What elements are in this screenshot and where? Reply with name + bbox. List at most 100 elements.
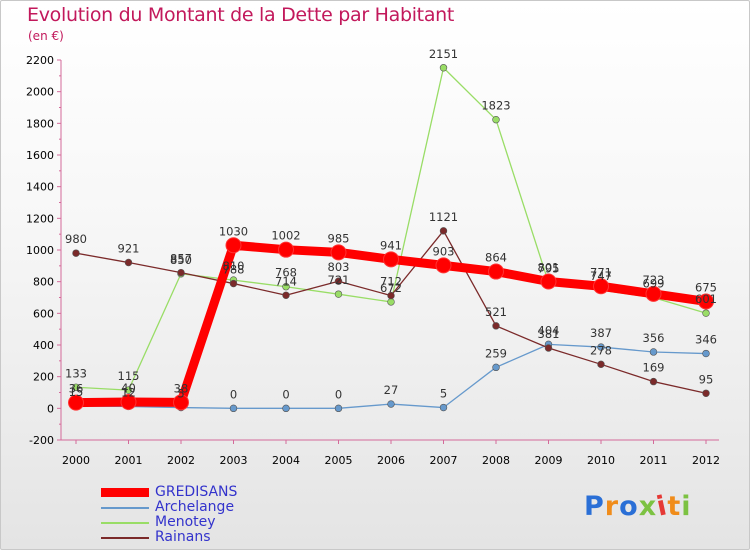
data-label-rainans: 788 xyxy=(223,263,245,277)
data-label-rainans: 803 xyxy=(328,260,350,274)
data-label-rainans: 381 xyxy=(538,327,560,341)
data-point-rainans xyxy=(702,389,710,397)
y-tick-label: 1200 xyxy=(26,212,54,225)
data-point-gredisans xyxy=(593,278,609,295)
data-label-archelange: 12 xyxy=(121,385,136,399)
data-label-menotey: 721 xyxy=(328,273,350,287)
data-point-rainans xyxy=(177,268,185,277)
y-tick-label: 400 xyxy=(33,339,54,352)
data-point-rainans xyxy=(492,322,500,330)
data-label-archelange: 259 xyxy=(485,346,507,360)
y-tick-label: 1000 xyxy=(26,244,54,257)
data-point-menotey xyxy=(334,290,343,298)
data-label-archelange: 27 xyxy=(384,383,399,397)
data-label-archelange: 0 xyxy=(282,387,289,401)
data-point-archelange xyxy=(282,404,290,413)
data-point-menotey xyxy=(702,309,710,317)
data-point-gredisans xyxy=(698,293,714,310)
chart-title: Evolution du Montant de la Dette par Hab… xyxy=(27,4,455,26)
data-point-rainans xyxy=(387,291,395,300)
data-point-rainans xyxy=(544,344,553,352)
data-label-gredisans: 985 xyxy=(328,231,350,245)
data-label-archelange: 387 xyxy=(590,326,612,340)
data-label-archelange: 5 xyxy=(440,387,447,401)
data-point-gredisans xyxy=(645,285,662,302)
data-label-rainans: 714 xyxy=(275,274,297,288)
legend-swatch xyxy=(101,537,149,539)
x-tick-label: 2004 xyxy=(272,454,300,467)
data-label-archelange: 0 xyxy=(230,387,237,401)
data-label-menotey: 795 xyxy=(538,261,560,275)
data-label-menotey: 768 xyxy=(275,266,297,280)
data-label-menotey: 850 xyxy=(170,253,192,267)
y-tick-label: 800 xyxy=(33,276,54,289)
data-label-menotey: 810 xyxy=(223,259,245,273)
data-label-archelange: 346 xyxy=(695,333,717,347)
data-label-menotey: 2151 xyxy=(429,47,458,61)
data-label-gredisans: 941 xyxy=(380,238,402,252)
data-label-rainans: 857 xyxy=(170,252,192,266)
data-label-menotey: 747 xyxy=(590,269,612,283)
data-point-rainans xyxy=(72,249,80,257)
data-label-rainans: 521 xyxy=(485,305,507,319)
data-point-menotey xyxy=(492,115,500,124)
data-label-archelange: 356 xyxy=(643,331,665,345)
data-point-gredisans xyxy=(173,394,189,411)
data-point-archelange xyxy=(492,363,500,372)
data-point-archelange xyxy=(387,400,395,408)
data-label-menotey: 699 xyxy=(643,277,665,291)
data-label-gredisans: 40 xyxy=(121,381,136,395)
data-point-gredisans xyxy=(540,273,557,290)
data-point-gredisans xyxy=(383,251,399,268)
data-point-gredisans xyxy=(120,394,137,410)
data-point-gredisans xyxy=(435,257,452,274)
data-point-menotey xyxy=(124,386,133,394)
data-label-rainans: 278 xyxy=(590,343,612,357)
data-point-gredisans xyxy=(68,394,84,411)
data-point-rainans xyxy=(282,291,290,299)
data-label-menotey: 601 xyxy=(695,292,717,306)
y-tick-label: 0 xyxy=(47,402,54,415)
data-label-menotey: 115 xyxy=(118,369,140,383)
data-label-rainans: 1121 xyxy=(429,210,458,224)
data-point-gredisans xyxy=(278,241,294,258)
data-label-gredisans: 864 xyxy=(485,251,507,265)
data-point-menotey xyxy=(439,64,448,72)
x-tick-label: 2001 xyxy=(115,454,143,467)
y-tick-label: 2200 xyxy=(26,54,54,67)
x-tick-label: 2000 xyxy=(62,454,90,467)
data-point-rainans xyxy=(334,277,343,285)
x-tick-label: 2011 xyxy=(640,454,668,467)
data-label-gredisans: 771 xyxy=(590,265,612,279)
series-line-menotey xyxy=(75,67,707,391)
legend-label: Rainans xyxy=(155,529,211,545)
data-point-archelange xyxy=(439,403,448,412)
data-label-rainans: 712 xyxy=(380,275,402,289)
data-point-archelange xyxy=(649,348,658,356)
y-tick-label: 2000 xyxy=(26,86,54,99)
data-label-menotey: 1823 xyxy=(481,99,510,113)
data-point-rainans xyxy=(124,258,133,267)
data-label-archelange: 5 xyxy=(177,387,184,401)
data-label-menotey: 133 xyxy=(65,366,87,380)
x-tick-label: 2006 xyxy=(377,454,405,467)
data-label-menotey: 672 xyxy=(380,281,402,295)
data-label-gredisans: 38 xyxy=(174,381,189,395)
data-label-archelange: 404 xyxy=(538,323,560,337)
data-point-gredisans xyxy=(225,237,242,254)
y-tick-label: -200 xyxy=(29,434,54,447)
data-point-archelange xyxy=(334,404,343,413)
legend-label: GREDISANS xyxy=(155,484,238,500)
y-tick-label: 1600 xyxy=(26,149,54,162)
y-tick-label: 1400 xyxy=(26,181,54,194)
y-tick-label: 1800 xyxy=(26,117,54,130)
data-point-menotey xyxy=(72,383,80,391)
data-label-rainans: 921 xyxy=(118,242,140,256)
data-point-menotey xyxy=(387,298,395,306)
data-label-gredisans: 801 xyxy=(538,261,560,275)
data-label-rainans: 95 xyxy=(699,372,714,386)
data-label-gredisans: 1030 xyxy=(219,224,248,238)
y-tick-label: 600 xyxy=(33,307,54,320)
